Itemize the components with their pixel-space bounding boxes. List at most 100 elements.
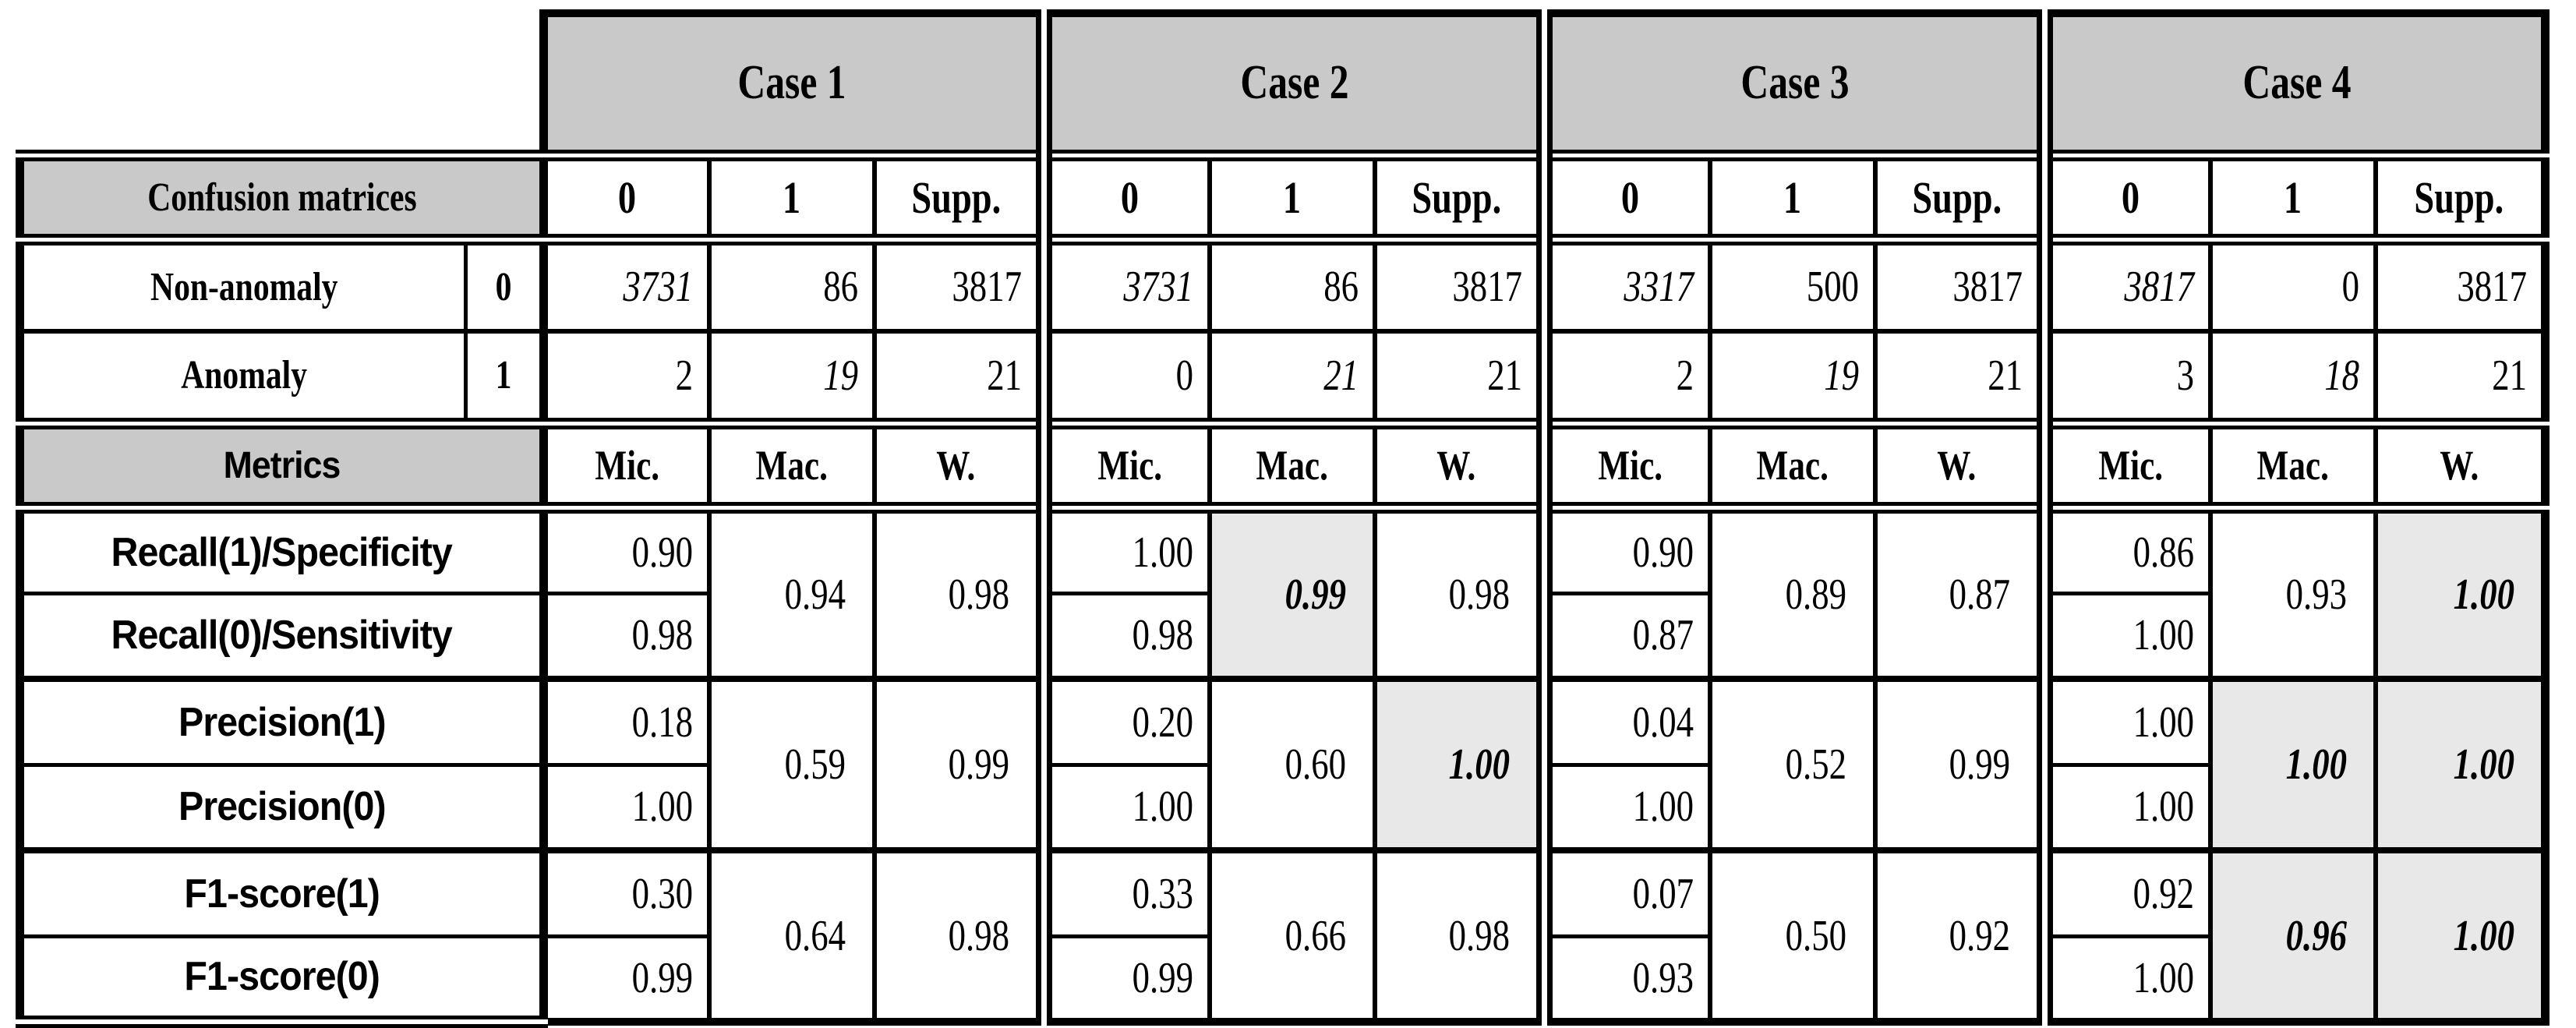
case1-f1-mic1: 0.30: [539, 847, 709, 936]
case2-header: Case 2: [1036, 9, 1545, 155]
case4-conf-r0c0: 3817: [2037, 233, 2210, 331]
value: 3817: [2457, 263, 2527, 312]
case4-w-header: W.: [2373, 417, 2549, 507]
case1-recall-mic1: 0.90: [539, 501, 709, 593]
case3-conf-r1c0: 2: [1536, 329, 1710, 423]
col1-label: 1: [782, 171, 801, 223]
value: 500: [1806, 263, 1859, 312]
anomaly-row: Anomaly 1 2 19 21 0 21 21 2 19 21 3 18 2…: [16, 329, 2549, 423]
supp-label: Supp.: [1912, 171, 2002, 223]
case3-precision-mic0: 1.00: [1536, 762, 1710, 850]
value: 0.98: [948, 570, 1009, 619]
f1-0-label-cell: F1-score(0): [16, 934, 544, 1028]
case2-recall-mic1: 1.00: [1036, 501, 1210, 593]
value: 0.99: [1284, 570, 1346, 619]
value: 0.94: [784, 570, 846, 619]
case1-mic-header: Mic.: [539, 417, 709, 507]
case2-mac-header: Mac.: [1207, 417, 1375, 507]
value: 0.98: [948, 911, 1009, 960]
case3-mac-header: Mac.: [1707, 417, 1875, 507]
case4-recall-mic0: 1.00: [2037, 591, 2210, 679]
anomaly-label: Anomaly: [181, 353, 307, 398]
f1-0-row: F1-score(0) 0.99 0.99 0.93 1.00: [16, 934, 2546, 1028]
mac-label: Mac.: [1756, 442, 1829, 489]
value: 0.60: [1284, 740, 1346, 789]
non-anomaly-label: Non-anomaly: [150, 264, 338, 309]
value: 0.92: [2133, 869, 2194, 918]
f1-0-label: F1-score(0): [184, 954, 380, 1000]
case1-precision-w: 0.99: [871, 676, 1044, 850]
case2-precision-w: 1.00: [1372, 676, 1545, 850]
case3-conf-r0supp: 3817: [1872, 233, 2045, 331]
case2-f1-mic0: 0.99: [1036, 934, 1210, 1026]
value: 1.00: [2453, 911, 2514, 960]
recall1-label: Recall(1)/Specificity: [111, 529, 453, 575]
col1-label: 1: [2283, 171, 2302, 223]
case1-precision-mic0: 1.00: [539, 762, 709, 850]
col0-label: 0: [618, 171, 637, 223]
case2-f1-mac: 0.66: [1207, 847, 1375, 1026]
value: 0.98: [1448, 570, 1510, 619]
value: 1.00: [2133, 782, 2194, 832]
value: 21: [987, 351, 1022, 400]
mic-label: Mic.: [1097, 442, 1162, 489]
case3-supp-header: Supp.: [1872, 149, 2045, 239]
value: 1.00: [2133, 611, 2194, 660]
value: 0.98: [1448, 911, 1510, 960]
value: 86: [822, 263, 858, 312]
recall1-row: Recall(1)/Specificity 0.90 0.94 0.98 1.0…: [16, 501, 2549, 679]
precision0-row: Precision(0) 1.00 1.00 1.00 1.00: [16, 762, 2546, 850]
case4-precision-mac: 1.00: [2207, 676, 2376, 850]
results-table: Case 1 Case 2 Case 3 Case 4 Confusion ma…: [16, 9, 2549, 1028]
value: 21: [1988, 351, 2023, 400]
case4-recall-w: 1.00: [2373, 501, 2549, 679]
value: 21: [1487, 351, 1522, 400]
case2-f1-w: 0.98: [1372, 847, 1545, 1026]
value: 3817: [2123, 263, 2194, 312]
case2-supp-header: Supp.: [1372, 149, 1545, 239]
case1-f1-mic0: 0.99: [539, 934, 709, 1026]
f1-1-label-cell: F1-score(1): [16, 847, 544, 936]
value: 21: [1323, 351, 1359, 400]
case3-precision-mic1: 0.04: [1536, 676, 1710, 765]
case2-recall-mic0: 0.98: [1036, 591, 1210, 679]
precision1-label-cell: Precision(1): [16, 676, 544, 765]
f1-1-row: F1-score(1) 0.30 0.64 0.98 0.33 0.66 0.9…: [16, 847, 2549, 1026]
value: 0.20: [1132, 698, 1193, 747]
case4-recall-mac: 0.93: [2207, 501, 2376, 679]
value: 0.96: [2285, 911, 2347, 960]
metrics-label: Metrics: [223, 444, 341, 486]
supp-label: Supp.: [911, 171, 1002, 223]
case3-f1-mic0: 0.93: [1536, 934, 1710, 1026]
case3-col0-header: 0: [1536, 149, 1710, 239]
case2-title: Case 2: [1239, 56, 1349, 110]
case1-title: Case 1: [737, 56, 846, 110]
value: 0.99: [631, 953, 693, 1002]
value: 0.59: [784, 740, 846, 789]
value: 1.00: [2453, 570, 2514, 619]
case2-col0-header: 0: [1036, 149, 1210, 239]
confusion-matrices-label: Confusion matrices: [147, 175, 417, 220]
case3-f1-w: 0.92: [1872, 847, 2045, 1026]
case1-w-header: W.: [871, 417, 1044, 507]
confusion-column-header-row: Confusion matrices 0 1 Supp. 0 1 Supp. 0…: [16, 149, 2549, 239]
case2-precision-mic0: 1.00: [1036, 762, 1210, 850]
case4-mac-header: Mac.: [2207, 417, 2376, 507]
case2-conf-r1supp: 21: [1372, 329, 1545, 423]
case1-precision-mic1: 0.18: [539, 676, 709, 765]
case3-f1-mic1: 0.07: [1536, 847, 1710, 936]
case1-conf-r1c0: 2: [539, 329, 709, 423]
value: 0.90: [631, 528, 693, 577]
recall1-label-cell: Recall(1)/Specificity: [16, 501, 544, 593]
value: 0.99: [948, 740, 1009, 789]
case3-f1-mac: 0.50: [1707, 847, 1875, 1026]
case4-conf-r0c1: 0: [2207, 233, 2376, 331]
value: 1.00: [2285, 740, 2347, 789]
case3-recall-mic0: 0.87: [1536, 591, 1710, 679]
case4-precision-mic1: 1.00: [2037, 676, 2210, 765]
case3-mic-header: Mic.: [1536, 417, 1710, 507]
value: 1.00: [1448, 740, 1510, 789]
case4-f1-mic1: 0.92: [2037, 847, 2210, 936]
value: 0.99: [1132, 953, 1193, 1002]
case1-precision-mac: 0.59: [706, 676, 875, 850]
